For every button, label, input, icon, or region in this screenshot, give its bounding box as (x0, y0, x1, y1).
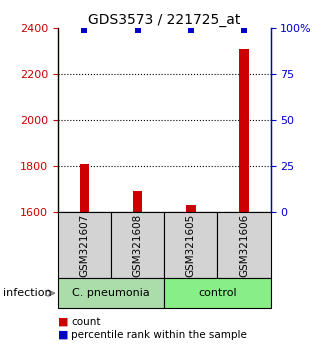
Point (82, 27, 87, 33)
Bar (164, 212, 217, 278)
Bar (164, 278, 271, 308)
Text: ■: ■ (58, 330, 68, 339)
Point (188, 27, 193, 33)
Text: count: count (71, 317, 100, 327)
Bar (58, 278, 164, 308)
Bar (217, 212, 271, 278)
Text: GSM321606: GSM321606 (239, 213, 249, 277)
Text: control: control (198, 288, 237, 298)
Bar (133, 191, 142, 212)
Text: C. pneumonia: C. pneumonia (72, 288, 150, 298)
Text: infection: infection (3, 288, 52, 298)
Text: GSM321607: GSM321607 (79, 213, 89, 277)
Point (241, 27, 247, 33)
Bar (111, 212, 164, 278)
Bar (186, 205, 196, 212)
Text: ■: ■ (58, 317, 68, 327)
Bar (80, 164, 89, 212)
Text: GSM321608: GSM321608 (133, 213, 143, 277)
Point (135, 27, 140, 33)
Bar (58, 212, 111, 278)
Text: percentile rank within the sample: percentile rank within the sample (71, 330, 247, 339)
Title: GDS3573 / 221725_at: GDS3573 / 221725_at (88, 13, 240, 27)
Bar (239, 49, 249, 212)
Text: GSM321605: GSM321605 (186, 213, 196, 277)
